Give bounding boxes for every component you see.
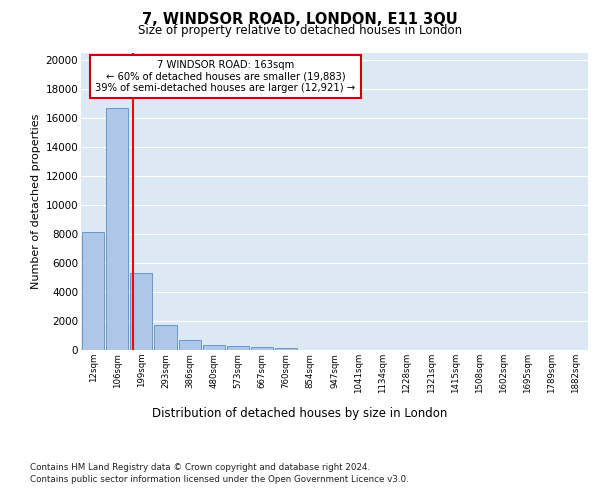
Text: Distribution of detached houses by size in London: Distribution of detached houses by size … xyxy=(152,408,448,420)
Y-axis label: Number of detached properties: Number of detached properties xyxy=(31,114,41,289)
Bar xyxy=(154,324,176,350)
Text: Contains HM Land Registry data © Crown copyright and database right 2024.: Contains HM Land Registry data © Crown c… xyxy=(30,462,370,471)
Text: 7, WINDSOR ROAD, LONDON, E11 3QU: 7, WINDSOR ROAD, LONDON, E11 3QU xyxy=(142,12,458,28)
Bar xyxy=(275,348,298,350)
Bar xyxy=(227,346,249,350)
Text: Size of property relative to detached houses in London: Size of property relative to detached ho… xyxy=(138,24,462,37)
Text: Contains public sector information licensed under the Open Government Licence v3: Contains public sector information licen… xyxy=(30,475,409,484)
Bar xyxy=(203,345,225,350)
Bar xyxy=(179,340,201,350)
Text: 7 WINDSOR ROAD: 163sqm
← 60% of detached houses are smaller (19,883)
39% of semi: 7 WINDSOR ROAD: 163sqm ← 60% of detached… xyxy=(95,60,356,93)
Bar xyxy=(251,347,273,350)
Bar xyxy=(130,273,152,350)
Bar xyxy=(82,232,104,350)
Bar xyxy=(106,108,128,350)
